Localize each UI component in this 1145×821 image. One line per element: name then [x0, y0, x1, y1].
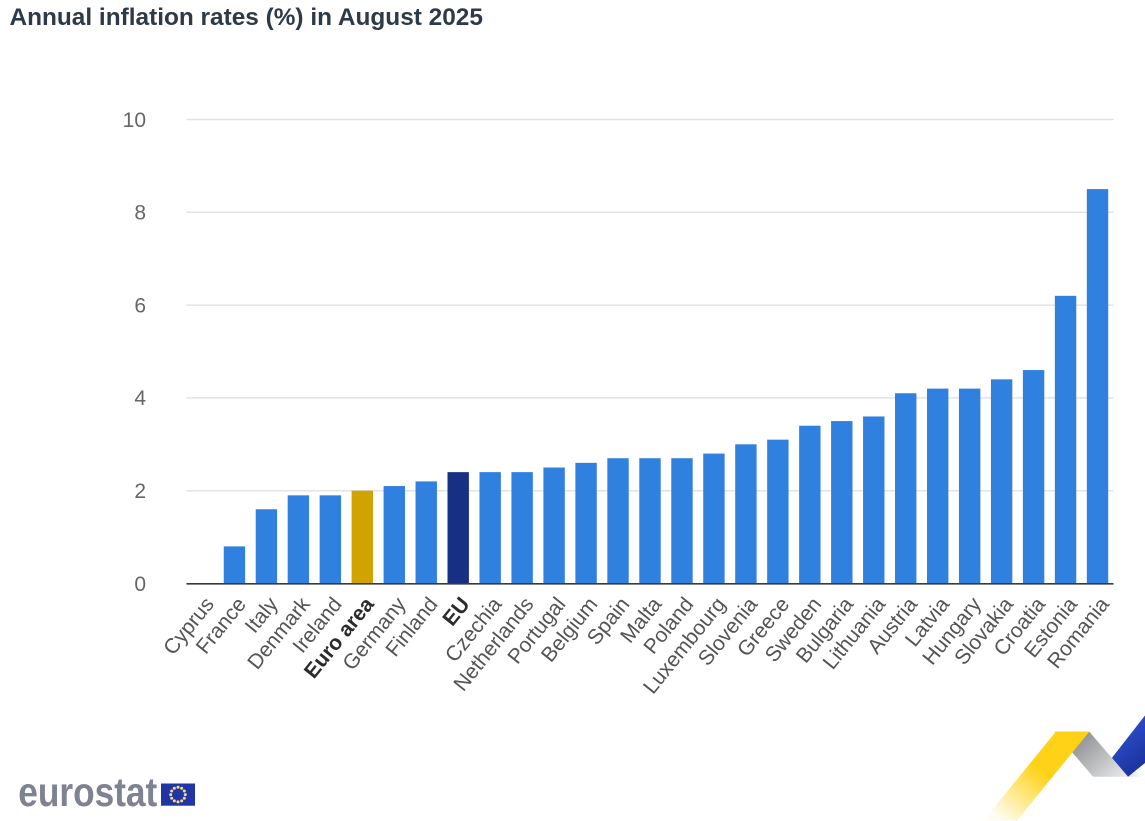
svg-text:10: 10 [123, 109, 146, 132]
svg-text:6: 6 [134, 294, 146, 317]
svg-text:2: 2 [134, 480, 146, 503]
svg-text:0: 0 [134, 573, 146, 596]
svg-text:4: 4 [134, 387, 146, 410]
svg-text:eurostat: eurostat [18, 770, 157, 816]
svg-text:8: 8 [134, 202, 146, 225]
svg-text:Annual inflation rates (%) in: Annual inflation rates (%) in August 202… [10, 4, 483, 31]
